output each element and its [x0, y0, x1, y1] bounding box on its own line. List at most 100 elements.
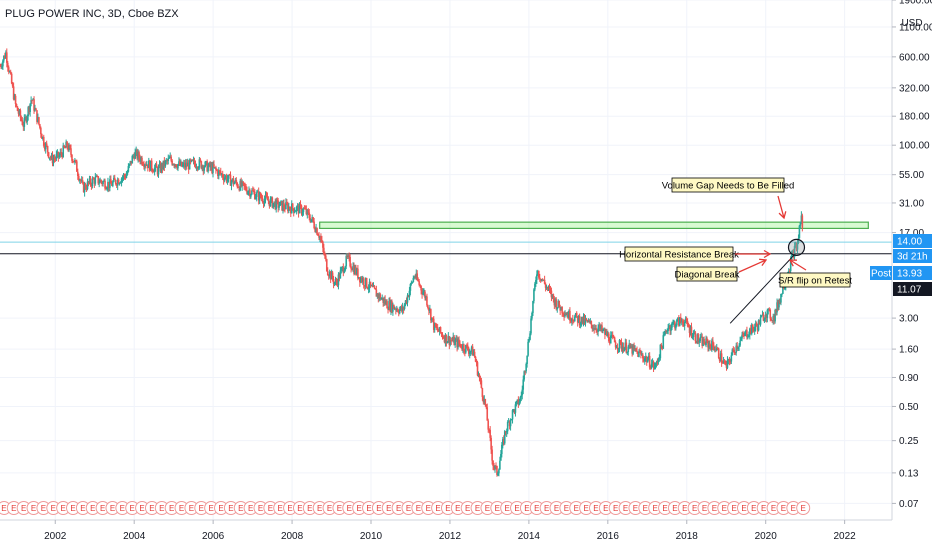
earnings-marker-label: E	[356, 504, 361, 513]
earnings-marker-label: E	[278, 504, 283, 513]
candle-body	[419, 284, 421, 286]
candle-body	[164, 160, 167, 167]
candle-body	[206, 161, 208, 172]
candle-body	[734, 352, 737, 354]
candle-body	[356, 268, 358, 275]
candle-body	[704, 343, 706, 346]
y-tick-label: 17.00	[899, 228, 924, 239]
candle-body	[142, 164, 144, 166]
candle-body	[533, 289, 535, 302]
candle-body	[202, 165, 205, 171]
candle-body	[278, 205, 280, 208]
candle-body	[157, 167, 160, 175]
candle-body	[341, 266, 344, 269]
candle-body	[141, 157, 143, 165]
candle-body	[652, 361, 655, 368]
candle-body	[697, 334, 700, 343]
price-tag-bg	[893, 266, 932, 280]
earnings-marker-label: E	[327, 504, 332, 513]
candle-body	[795, 245, 798, 250]
candle-body	[41, 134, 43, 139]
candle-body	[80, 180, 83, 182]
candle-body	[576, 316, 579, 323]
candle-body	[608, 341, 611, 344]
candle-body	[698, 341, 701, 343]
candle-body	[605, 331, 607, 335]
candle-body	[435, 327, 438, 329]
time-axis[interactable]: 2002 2004 2006 2008 2010 2012 2014 2016 2018 2020…	[44, 520, 856, 542]
candle-body	[154, 164, 157, 168]
candle-body	[205, 161, 207, 163]
price-tag-label: 13.93	[897, 269, 922, 280]
candle-body	[29, 103, 31, 112]
y-tick-label: 0.13	[899, 468, 919, 479]
candle-body	[680, 320, 683, 322]
earnings-marker-label: E	[544, 504, 549, 513]
earnings-marker-label: E	[21, 504, 26, 513]
x-tick-label: 2022	[834, 531, 857, 542]
candle-body	[9, 71, 12, 74]
candle-body	[208, 162, 210, 167]
candle-body	[374, 288, 377, 290]
candle-body	[684, 318, 687, 323]
candle-body	[504, 431, 507, 433]
candle-body	[230, 181, 233, 186]
volume-gap-zone	[319, 221, 869, 230]
candle-body	[36, 110, 38, 122]
candle-body	[416, 273, 419, 280]
candle-body	[556, 307, 559, 310]
candle-body	[746, 330, 748, 338]
candle-body	[187, 162, 190, 170]
candle-body	[250, 194, 252, 197]
earnings-marker-label: E	[505, 504, 510, 513]
candle-body	[54, 158, 57, 160]
earnings-marker-label: E	[70, 504, 75, 513]
candle-body	[693, 332, 696, 334]
candle-body	[470, 346, 473, 351]
candle-body	[300, 205, 303, 214]
candle-body	[386, 301, 388, 309]
candle-body	[260, 197, 263, 199]
candle-body	[198, 159, 201, 168]
candle-body	[85, 188, 88, 190]
candle-body	[291, 203, 294, 209]
candle-body	[619, 340, 622, 342]
candle-body	[730, 355, 733, 362]
candle-body	[582, 316, 585, 324]
candle-body	[603, 329, 605, 331]
candle-body	[58, 155, 61, 158]
candle-body	[309, 218, 312, 222]
candle-body	[146, 164, 148, 166]
candle-body	[702, 338, 704, 346]
candle-body	[442, 337, 445, 339]
candle-body	[716, 348, 719, 350]
candle-body	[212, 164, 214, 173]
candle-body	[673, 322, 675, 324]
candle-body	[24, 117, 27, 119]
candle-body	[136, 149, 138, 159]
candle-body	[302, 208, 305, 213]
candle-body	[524, 371, 526, 373]
candle-body	[591, 324, 594, 329]
earnings-marker-label: E	[751, 504, 756, 513]
candle-body	[622, 346, 625, 352]
candle-body	[532, 301, 534, 313]
candle-body	[453, 336, 455, 346]
candle-body	[303, 208, 306, 210]
annotation-arrow-head	[759, 258, 768, 267]
candle-body	[621, 346, 624, 350]
candle-body	[752, 328, 755, 332]
candle-body	[426, 296, 428, 306]
candle-body	[35, 108, 37, 111]
candle-body	[140, 157, 142, 162]
candle-body	[79, 179, 82, 182]
candle-body	[91, 178, 94, 187]
candle-body	[671, 322, 673, 328]
candle-body	[640, 352, 642, 355]
earnings-marker-label: E	[702, 504, 707, 513]
earnings-marker-label: E	[426, 504, 431, 513]
candle-body	[286, 202, 288, 205]
price-axis[interactable]: 1900.00 1100.00 600.00 320.00 180.00 100.00 55…	[892, 0, 932, 510]
candle-body	[33, 99, 35, 111]
